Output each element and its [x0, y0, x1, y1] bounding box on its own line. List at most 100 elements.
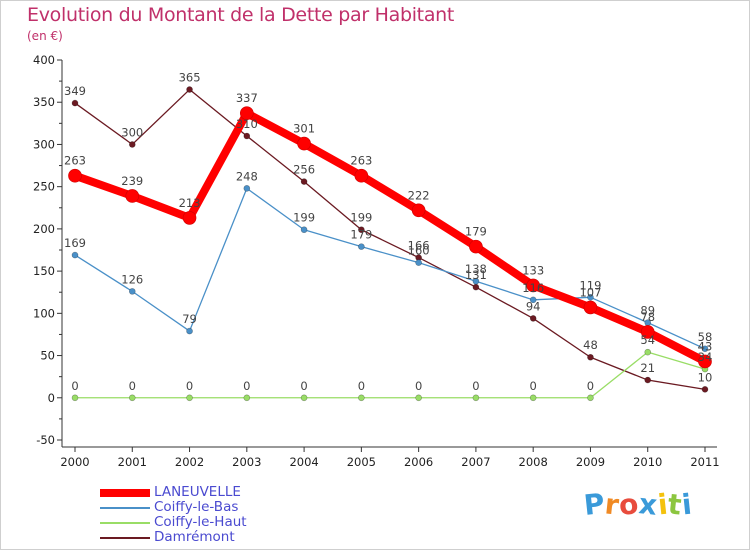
data-point-0 [526, 278, 540, 293]
series-line-3 [74, 88, 706, 390]
series-line-0 [71, 109, 709, 366]
legend-label: Coiffy-le-Haut [154, 514, 247, 530]
data-point-2 [415, 394, 422, 402]
x-tick-label: 2002 [175, 455, 204, 469]
data-label-1: 79 [182, 312, 197, 326]
y-tick-label: 50 [40, 349, 55, 363]
data-label-3: 256 [293, 163, 315, 177]
data-label-1: 119 [579, 278, 601, 292]
data-label-2: 0 [71, 379, 78, 393]
data-point-1 [587, 293, 594, 301]
legend-swatch [100, 536, 150, 539]
legend-item-1: Coiffy-le-Bas [100, 500, 340, 515]
data-label-2: 0 [300, 379, 307, 393]
data-point-2 [71, 394, 79, 402]
data-point-0 [354, 168, 369, 183]
y-tick-label: 100 [33, 306, 55, 320]
data-label-3: 48 [583, 338, 598, 352]
data-label-1: 199 [293, 211, 315, 225]
data-point-2 [587, 394, 594, 402]
data-label-0: 337 [236, 91, 258, 105]
x-tick-label: 2011 [690, 455, 719, 469]
data-label-2: 0 [243, 379, 250, 393]
data-label-3: 166 [408, 239, 430, 253]
y-tick-label: 0 [48, 391, 55, 405]
data-point-3 [644, 376, 652, 384]
data-point-0 [68, 168, 82, 183]
data-label-2: 54 [640, 333, 655, 347]
legend-swatch [100, 521, 150, 524]
series-line-1 [74, 187, 706, 350]
data-point-0 [469, 239, 483, 254]
data-label-0: 78 [640, 310, 655, 324]
x-tick-label: 2009 [576, 455, 605, 469]
data-label-3: 300 [121, 125, 143, 139]
data-point-1 [243, 185, 251, 192]
x-tick-label: 2000 [60, 455, 89, 469]
data-point-3 [358, 226, 365, 234]
data-label-1: 89 [640, 304, 655, 318]
legend: LANEUVELLE Coiffy-le-Bas Coiffy-le-Haut Dam… [100, 485, 340, 545]
data-point-1 [415, 259, 422, 266]
y-tick-label: 300 [33, 137, 55, 151]
data-point-3 [472, 283, 480, 291]
data-label-3: 94 [526, 299, 541, 313]
data-label-2: 34 [698, 350, 713, 364]
data-point-1 [186, 327, 193, 335]
y-tick-label: 150 [33, 264, 55, 278]
data-point-0 [640, 325, 655, 339]
series-line-2 [74, 351, 706, 399]
data-label-2: 0 [587, 379, 594, 393]
data-point-2 [128, 394, 136, 402]
chart-title: Evolution du Montant de la Dette par Hab… [27, 4, 455, 26]
data-label-1: 160 [408, 244, 430, 258]
data-label-1: 116 [522, 281, 544, 295]
proxiti-logo: Proxiti [582, 487, 693, 522]
data-point-0 [182, 211, 197, 225]
legend-item-2: Coiffy-le-Haut [100, 515, 340, 530]
data-label-3: 21 [640, 361, 655, 375]
data-point-2 [243, 394, 251, 402]
data-label-0: 107 [579, 285, 601, 299]
data-label-0: 213 [179, 196, 201, 210]
legend-item-3: Damrémont [100, 530, 340, 545]
data-point-0 [297, 136, 311, 151]
y-tick-label: 200 [33, 222, 55, 236]
y-tick-label: -50 [36, 433, 55, 447]
data-label-1: 126 [121, 272, 143, 286]
data-point-1 [71, 251, 79, 259]
data-point-1 [701, 345, 709, 353]
data-label-0: 133 [522, 263, 544, 277]
data-point-2 [358, 394, 365, 402]
data-label-3: 310 [236, 117, 258, 131]
legend-swatch [100, 506, 150, 509]
data-label-1: 248 [236, 169, 258, 183]
data-point-1 [529, 296, 537, 304]
x-tick-label: 2007 [461, 455, 490, 469]
data-point-2 [300, 394, 308, 402]
data-point-3 [128, 141, 136, 148]
data-label-1: 179 [350, 228, 372, 242]
data-point-1 [300, 226, 308, 234]
data-label-0: 301 [293, 122, 315, 136]
data-label-2: 0 [186, 379, 193, 393]
data-point-1 [472, 277, 480, 285]
y-tick-label: 400 [33, 53, 55, 67]
data-label-3: 10 [698, 370, 713, 384]
data-point-3 [701, 386, 709, 393]
data-point-3 [186, 86, 193, 93]
data-point-1 [128, 288, 136, 295]
data-point-3 [71, 99, 79, 107]
data-label-0: 222 [408, 188, 430, 202]
legend-label: Damrémont [154, 529, 235, 545]
data-label-3: 131 [465, 268, 487, 282]
data-label-2: 0 [415, 379, 422, 393]
data-label-3: 199 [350, 211, 372, 225]
data-label-2: 0 [358, 379, 365, 393]
data-point-1 [358, 243, 365, 250]
x-tick-label: 2008 [519, 455, 548, 469]
data-point-2 [529, 394, 537, 402]
data-label-0: 263 [64, 154, 86, 168]
